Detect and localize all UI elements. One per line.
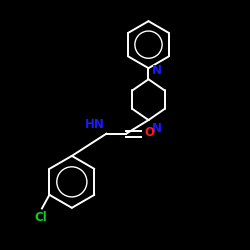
Text: HN: HN bbox=[85, 118, 105, 131]
Text: O: O bbox=[145, 126, 155, 139]
Text: Cl: Cl bbox=[34, 212, 47, 224]
Text: N: N bbox=[152, 64, 162, 77]
Text: N: N bbox=[152, 122, 162, 135]
